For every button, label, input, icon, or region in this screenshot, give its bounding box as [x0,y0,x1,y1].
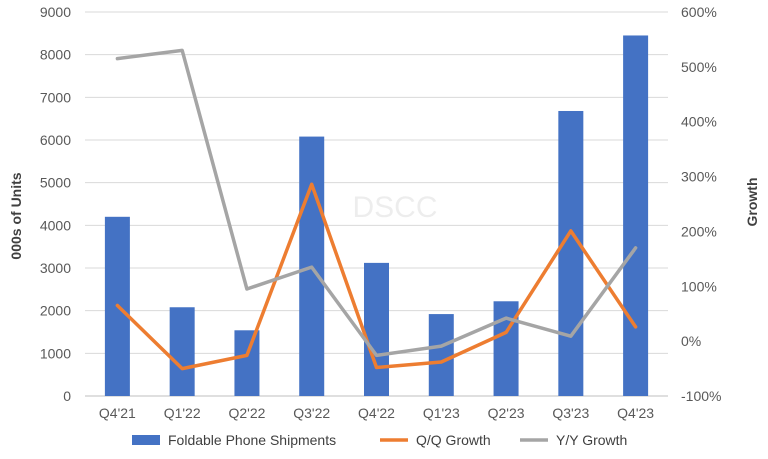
bar [234,330,260,396]
y-tick-label-left: 8000 [40,47,71,63]
y-tick-label-left: 9000 [40,4,71,20]
y-tick-label-right: 400% [681,114,717,130]
line-series [115,48,638,371]
x-tick-label: Q3'23 [552,405,589,421]
bar [558,110,584,396]
y-tick-label-right: 600% [681,4,717,20]
qq-growth-line [115,182,638,371]
y-tick-label-right: -100% [681,388,721,404]
y-axis-title-left: 000s of Units [8,172,24,259]
y-tick-label-right: 500% [681,59,717,75]
bar [428,314,454,396]
legend-label: Q/Q Growth [416,432,491,448]
y-tick-label-left: 2000 [40,303,71,319]
y-tick-label-right: 200% [681,223,717,239]
bar-series [104,35,649,396]
y-tick-label-left: 5000 [40,175,71,191]
bar [169,307,195,396]
y-tick-label-left: 1000 [40,345,71,361]
right-axis-ticks: -100% 0% 100% 200% 300% 400% 500% 600% [681,4,721,404]
bar [364,262,389,396]
x-tick-label: Q3'22 [293,405,330,421]
x-tick-label: Q4'21 [99,405,136,421]
legend-label: Foldable Phone Shipments [168,432,336,448]
x-tick-label: Q1'22 [164,405,201,421]
x-tick-label: Q2'22 [228,405,265,421]
y-tick-label-right: 0% [681,333,701,349]
legend-swatch-bar [132,435,160,445]
y-tick-label-left: 4000 [40,217,71,233]
bar [623,35,649,396]
left-axis-ticks: 0 1000 2000 3000 4000 5000 6000 7000 8000 9000 [40,4,71,404]
legend: Foldable Phone Shipments Q/Q Growth Y/Y Gr… [132,432,627,448]
x-tick-label: Q2'23 [488,405,525,421]
y-tick-label-right: 300% [681,169,717,185]
legend-label: Y/Y Growth [556,432,627,448]
x-tick-label: Q4'23 [617,405,654,421]
category-ticks: Q4'21 Q1'22 Q2'22 Q3'22 Q4'22 Q1'23 Q2'23 Q3'23… [99,405,654,421]
y-tick-label-right: 100% [681,278,717,294]
y-tick-label-left: 6000 [40,132,71,148]
watermark: DSCC [352,191,437,224]
y-tick-label-left: 0 [63,388,71,404]
x-tick-label: Q1'23 [423,405,460,421]
y-tick-label-left: 3000 [40,260,71,276]
y-axis-title-right: Growth [744,178,760,227]
yy-growth-line [115,48,638,358]
x-tick-label: Q4'22 [358,405,395,421]
y-tick-label-left: 7000 [40,89,71,105]
